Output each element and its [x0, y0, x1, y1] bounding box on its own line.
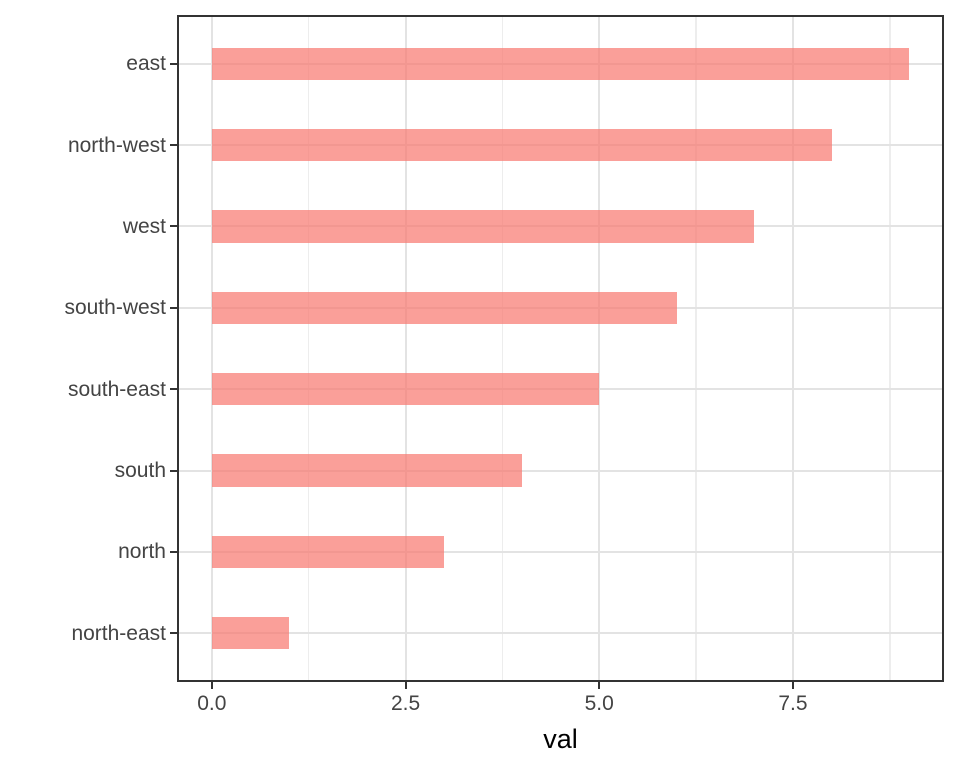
plot-panel — [177, 15, 944, 682]
y-tick-mark — [170, 144, 177, 147]
gridline-major-vertical — [404, 17, 407, 680]
y-tick-mark — [170, 306, 177, 309]
bar-south-west — [211, 291, 677, 325]
bar-north-west — [211, 128, 832, 162]
y-tick-label-north-east: north-east — [71, 621, 166, 645]
bar-north — [211, 535, 445, 569]
y-tick-mark — [170, 388, 177, 391]
x-tick-mark — [598, 682, 601, 689]
y-tick-label-north-west: north-west — [67, 133, 166, 157]
y-tick-mark — [170, 225, 177, 228]
y-tick-mark — [170, 469, 177, 472]
gridline-major-horizontal — [179, 469, 942, 472]
gridline-minor-vertical — [889, 17, 891, 680]
y-tick-mark — [170, 62, 177, 65]
bar-west — [211, 210, 755, 243]
y-tick-mark — [170, 632, 177, 635]
x-axis-title: val — [543, 724, 578, 754]
gridline-minor-vertical — [695, 17, 697, 680]
gridline-major-vertical — [791, 17, 794, 680]
y-tick-mark — [170, 550, 177, 553]
y-tick-label-west: west — [122, 214, 166, 238]
x-tick-label-5.0: 5.0 — [584, 692, 614, 715]
bar-south — [211, 454, 522, 487]
y-tick-label-east: east — [126, 52, 166, 76]
gridline-major-vertical — [598, 17, 601, 680]
gridline-minor-vertical — [307, 17, 310, 680]
bar-north-east — [211, 616, 290, 650]
x-tick-label-0.0: 0.0 — [197, 692, 227, 715]
gridline-minor-vertical — [501, 17, 504, 680]
y-tick-label-south: south — [114, 459, 166, 482]
x-tick-label-7.5: 7.5 — [778, 692, 808, 715]
y-tick-label-south-east: south-east — [67, 377, 166, 401]
bar-east — [211, 47, 910, 81]
x-tick-mark — [210, 682, 213, 689]
x-tick-label-2.5: 2.5 — [390, 692, 421, 715]
x-tick-mark — [404, 682, 407, 689]
gridline-major-horizontal — [179, 550, 942, 553]
y-tick-label-south-west: south-west — [64, 296, 166, 320]
x-tick-mark — [791, 682, 794, 689]
gridline-major-vertical — [210, 17, 213, 680]
y-tick-label-north: north — [118, 540, 166, 564]
gridline-major-horizontal — [179, 632, 942, 635]
bar-south-east — [211, 372, 600, 406]
